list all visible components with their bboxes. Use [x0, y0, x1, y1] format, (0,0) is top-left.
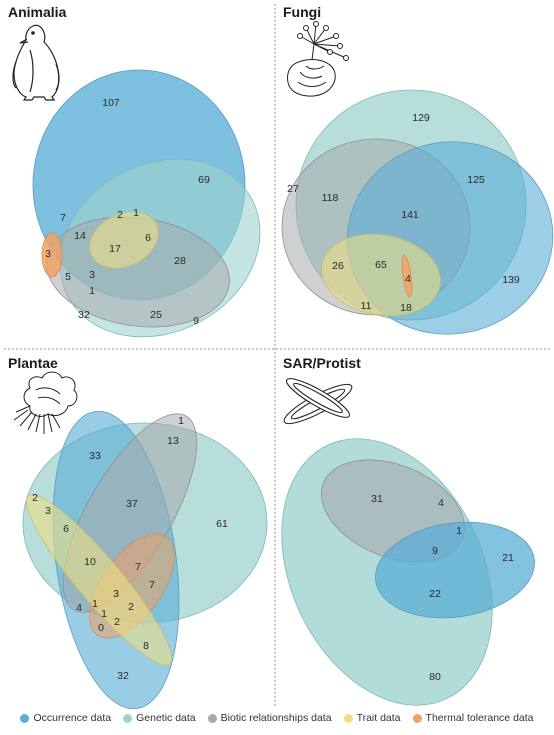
- plantae-trait-ellipse: [25, 494, 173, 666]
- region-count: 139: [502, 274, 520, 286]
- region-count: 7: [60, 212, 66, 224]
- region-count: 4: [405, 273, 411, 285]
- legend-label: Thermal tolerance data: [425, 712, 534, 724]
- region-count: 2: [128, 601, 134, 613]
- region-count: 1: [101, 608, 107, 620]
- animalia-thermal-ellipse: [41, 232, 63, 278]
- legend-item-thermal: Thermal tolerance data: [412, 712, 534, 724]
- region-count: 33: [89, 450, 101, 462]
- region-count: 31: [371, 493, 383, 505]
- panel-fungi: Fungi 129 27 118 125 141 26: [281, 4, 554, 335]
- panel-plantae: Plantae 1 13 33 37 61 2 3 6 10 7 7 4 1 1…: [8, 355, 268, 710]
- region-count: 17: [109, 243, 121, 255]
- legend-swatch: [123, 713, 133, 723]
- plant-icon: [13, 371, 78, 434]
- animalia-trait-ellipse: [89, 211, 159, 269]
- legend-item-occurrence: Occurrence data: [20, 712, 111, 724]
- region-count: 80: [429, 671, 441, 683]
- region-count: 3: [89, 269, 95, 281]
- region-count: 1: [178, 415, 184, 427]
- region-count: 13: [167, 435, 179, 447]
- legend-swatch: [207, 713, 217, 723]
- region-count: 2: [32, 492, 38, 504]
- panel-sar-protist: SAR/Protist 31 4 1 9 21 22 80: [281, 355, 535, 706]
- legend-item-trait: Trait data: [343, 712, 401, 724]
- region-count: 10: [84, 556, 96, 568]
- legend: Occurrence data Genetic data Biotic rela…: [0, 712, 554, 724]
- region-count: 3: [113, 588, 119, 600]
- panel-title-animalia: Animalia: [8, 4, 67, 20]
- region-count: 4: [76, 602, 82, 614]
- region-count: 11: [361, 300, 372, 312]
- region-count: 3: [45, 505, 51, 517]
- fungi-thermal-ellipse: [401, 254, 413, 298]
- region-count: 21: [502, 552, 514, 564]
- region-count: 22: [429, 588, 441, 600]
- panel-title-sar-protist: SAR/Protist: [283, 355, 361, 371]
- sar-occurrence-ellipse: [375, 521, 535, 619]
- sar-region-labels: 31 4 1 9 21 22 80: [371, 493, 514, 683]
- legend-item-biotic: Biotic relationships data: [207, 712, 332, 724]
- region-count: 7: [135, 561, 141, 573]
- region-count: 1: [92, 598, 98, 610]
- fungi-region-labels: 129 27 118 125 141 26 65 4 139 11 18: [287, 112, 520, 314]
- region-count: 6: [63, 523, 69, 535]
- region-count: 125: [467, 174, 485, 186]
- region-count: 141: [401, 209, 419, 221]
- region-count: 6: [145, 232, 151, 244]
- region-count: 26: [332, 260, 344, 272]
- region-count: 1: [89, 285, 95, 297]
- region-count: 7: [149, 579, 155, 591]
- legend-swatch: [343, 713, 353, 723]
- diatom-icon: [283, 378, 353, 425]
- legend-label: Occurrence data: [33, 712, 112, 724]
- region-count: 37: [126, 498, 138, 510]
- region-count: 32: [117, 670, 129, 682]
- region-count: 2: [117, 209, 123, 221]
- region-count: 9: [432, 545, 438, 557]
- region-count: 69: [198, 174, 210, 186]
- region-count: 4: [438, 497, 444, 509]
- fungus-icon: [287, 21, 349, 97]
- panel-animalia: Animalia 107 69 7 14 2 1 6 17 3 5 3 1: [8, 4, 261, 338]
- panel-title-fungi: Fungi: [283, 4, 321, 20]
- penguin-icon: [12, 24, 60, 101]
- region-count: 27: [287, 183, 299, 195]
- legend-label: Trait data: [356, 712, 401, 724]
- animalia-region-labels: 107 69 7 14 2 1 6 17 3 5 3 1 28 32 25 9: [45, 97, 210, 327]
- region-count: 1: [456, 525, 462, 537]
- region-count: 25: [150, 309, 162, 321]
- plantae-region-labels: 1 13 33 37 61 2 3 6 10 7 7 4 1 1 3 2 0 2…: [32, 415, 228, 682]
- region-count: 1: [133, 207, 139, 219]
- region-count: 107: [102, 97, 120, 109]
- legend-label: Genetic data: [136, 712, 196, 724]
- region-count: 32: [78, 309, 90, 321]
- region-count: 2: [114, 616, 120, 628]
- legend-swatch: [20, 713, 30, 723]
- legend-swatch: [412, 713, 422, 723]
- region-count: 61: [216, 518, 228, 530]
- legend-label: Biotic relationships data: [220, 712, 332, 724]
- panel-title-plantae: Plantae: [8, 355, 58, 371]
- region-count: 8: [143, 640, 149, 652]
- region-count: 118: [322, 192, 339, 204]
- region-count: 0: [98, 622, 104, 634]
- region-count: 129: [412, 112, 430, 124]
- region-count: 5: [65, 271, 71, 283]
- region-count: 9: [193, 315, 199, 327]
- region-count: 28: [174, 255, 186, 267]
- region-count: 65: [375, 259, 387, 271]
- region-count: 3: [45, 248, 51, 260]
- region-count: 18: [400, 302, 412, 314]
- legend-item-genetic: Genetic data: [123, 712, 196, 724]
- region-count: 14: [74, 230, 86, 242]
